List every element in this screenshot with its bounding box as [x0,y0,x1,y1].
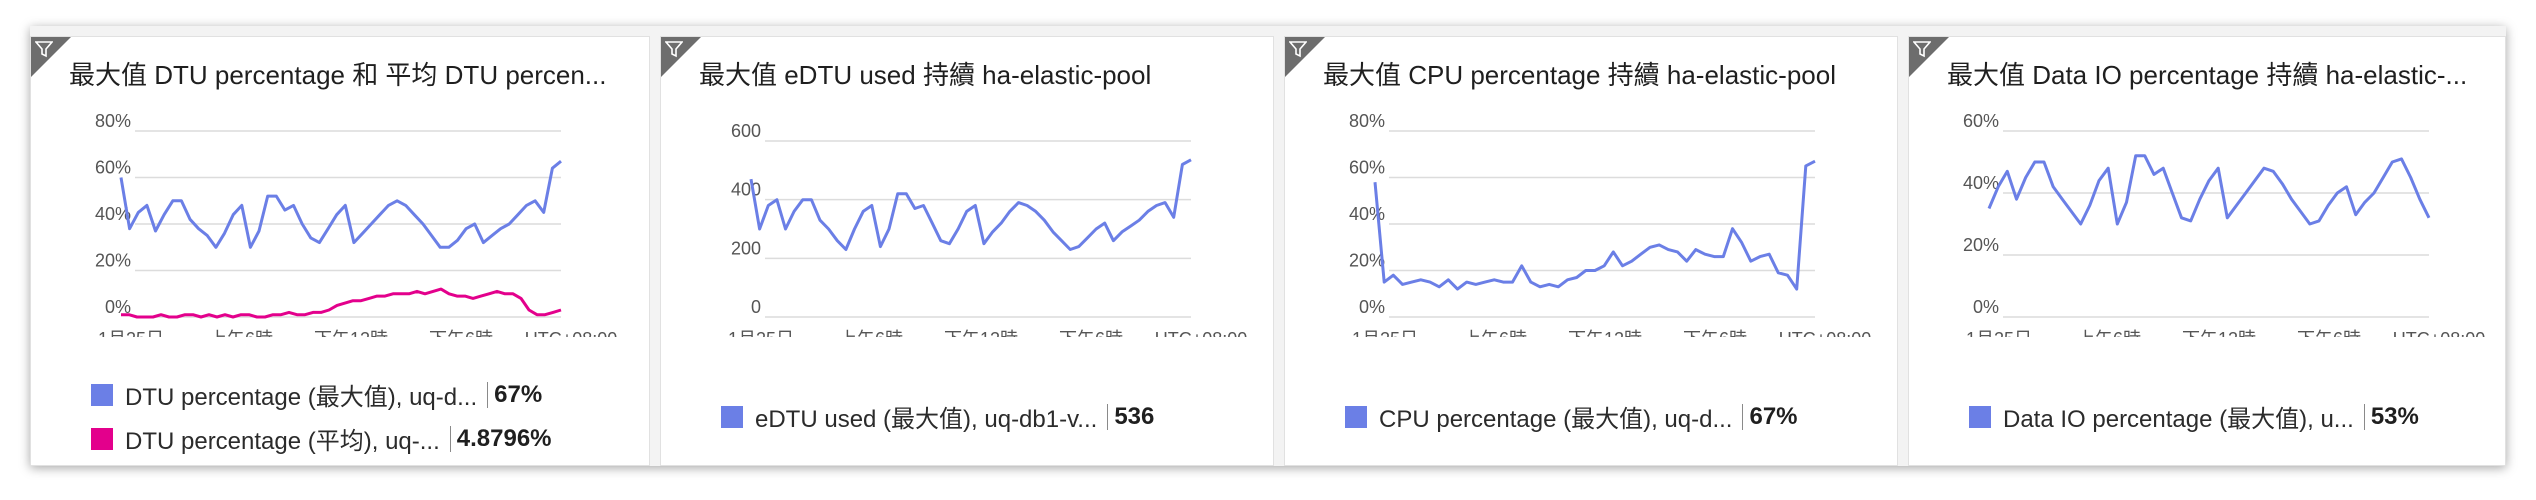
legend-swatch [91,383,113,406]
y-tick-label: 400 [731,180,761,200]
legend-divider [1742,403,1744,430]
legend-swatch [1345,405,1367,428]
series-line-0 [1373,159,1816,291]
legend-divider [487,381,489,408]
x-tick-label: 1月25日 [728,329,794,337]
x-tick-label: 1月25日 [1966,329,2032,337]
legend-label: DTU percentage (平均), uq-... [125,428,440,455]
series-line-1 [121,287,562,319]
dashboard-tile-strip: 最大值 DTU percentage 和 平均 DTU percen... 0%… [30,26,2506,466]
y-tick-label: 0% [105,297,131,317]
y-tick-label: 60% [1963,111,1999,131]
legend-item-max[interactable]: eDTU used (最大值), uq-db1-v... 536 [721,399,1253,434]
legend-divider [1107,403,1109,430]
x-tick-label: 下午12時 [944,329,1018,337]
x-tick-label: 上午6時 [1463,329,1527,337]
x-tick-label: 下午6時 [1059,329,1123,337]
legend-value: 67% [1749,402,1798,430]
line-chart-edtu: 0 200 400 600 1月25日 上午6時 下午12時 下午6時 UTC+08:00 [728,121,1248,337]
y-tick-label: 40% [1963,173,1999,193]
legend-item-avg[interactable]: DTU percentage (平均), uq-... 4.8796% [91,421,629,456]
x-tick-label: 下午12時 [2182,329,2256,337]
x-tick-label: UTC+08:00 [1779,329,1872,337]
x-tick-label: UTC+08:00 [1155,329,1248,337]
x-tick-label: 上午6時 [839,329,903,337]
legend-label: Data IO percentage (最大值), u... [2003,406,2354,433]
legend-value: 536 [1114,402,1155,430]
y-tick-label: 20% [1349,251,1385,271]
x-tick-label: 上午6時 [2077,329,2141,337]
x-tick-label: UTC+08:00 [525,329,618,337]
series-line-0 [1987,154,2431,226]
x-tick-label: 下午6時 [2297,329,2361,337]
y-tick-label: 60% [95,158,131,178]
legend-item-max[interactable]: Data IO percentage (最大值), u... 53% [1969,399,2485,434]
y-tick-label: 20% [1963,235,1999,255]
y-tick-label: 0% [1359,297,1385,317]
filter-icon[interactable] [1913,40,1931,58]
legend-divider [2363,403,2365,430]
filter-icon[interactable] [35,40,53,58]
legend-item-max[interactable]: DTU percentage (最大值), uq-d... 67% [91,377,629,412]
metric-tile-dtu[interactable]: 最大值 DTU percentage 和 平均 DTU percen... 0%… [30,36,650,466]
y-tick-label: 60% [1349,158,1385,178]
x-tick-label: 上午6時 [209,329,273,337]
line-chart-dtu: 0% 20% 40% 60% 80% 1月25日 上午6時 下午12時 下午6時 UTC+08:0… [95,111,618,337]
series-line-0 [749,158,1192,251]
line-chart-dataio: 0% 20% 40% 60% 1月25日 上午6時 下午12時 下午6時 UTC+08:00 [1963,111,2486,337]
x-tick-label: 下午12時 [1568,329,1642,337]
filter-icon[interactable] [665,40,683,58]
y-tick-label: 600 [731,121,761,141]
y-tick-label: 200 [731,238,761,258]
legend-value: 53% [2370,402,2419,430]
legend-swatch [1969,405,1991,428]
legend-value: 4.8796% [456,424,552,452]
y-tick-label: 80% [95,111,131,131]
legend-divider [449,425,451,452]
legend-value: 67% [494,380,543,408]
y-tick-label: 80% [1349,111,1385,131]
x-tick-label: UTC+08:00 [2393,329,2486,337]
metric-tile-edtu[interactable]: 最大值 eDTU used 持續 ha-elastic-pool 0 200 400… [660,36,1274,466]
line-chart-cpu: 0%20%40%60%80%1月25日上午6時下午12時下午6時UTC+08:0… [1349,111,1872,337]
y-tick-label: 0% [1973,297,1999,317]
legend-swatch [721,405,743,428]
series-line-0 [119,160,562,249]
y-tick-label: 20% [95,251,131,271]
legend-swatch [91,427,113,450]
metric-tile-dataio[interactable]: 最大值 Data IO percentage 持續 ha-elastic-...… [1908,36,2506,466]
legend-label: DTU percentage (最大值), uq-d... [125,384,478,411]
x-tick-label: 下午6時 [429,329,493,337]
legend-item-max[interactable]: CPU percentage (最大值), uq-d... 67% [1345,399,1877,434]
legend-label: CPU percentage (最大值), uq-d... [1379,406,1733,433]
x-tick-label: 下午6時 [1683,329,1747,337]
y-tick-label: 40% [95,204,131,224]
x-tick-label: 1月25日 [1352,329,1418,337]
legend-label: eDTU used (最大值), uq-db1-v... [755,406,1098,433]
x-tick-label: 下午12時 [314,329,388,337]
y-tick-label: 0 [751,297,761,317]
x-tick-label: 1月25日 [98,329,164,337]
metric-tile-cpu[interactable]: 最大值 CPU percentage 持續 ha-elastic-pool 0%… [1284,36,1898,466]
filter-icon[interactable] [1289,40,1307,58]
